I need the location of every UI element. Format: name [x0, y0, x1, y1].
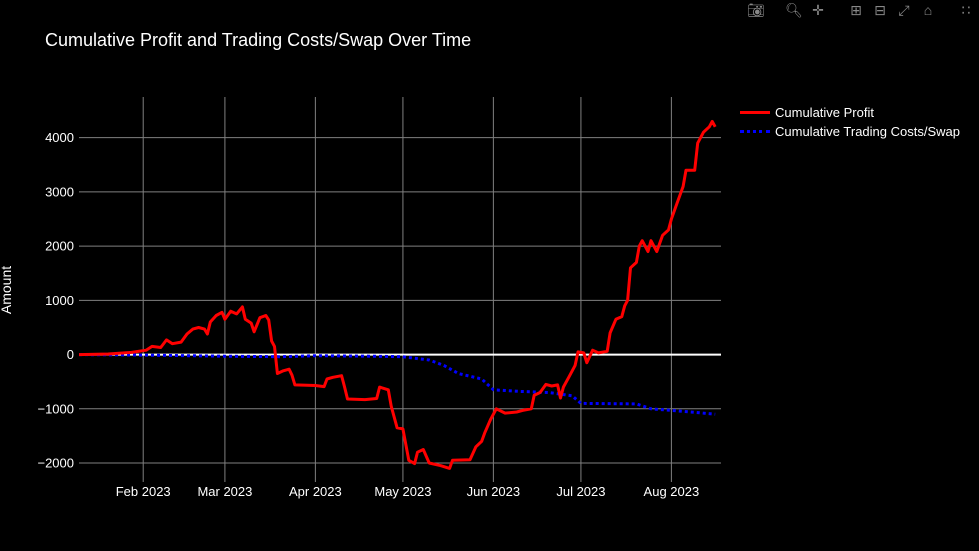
x-tick-label: Jul 2023	[556, 484, 605, 499]
y-tick-label: 0	[67, 347, 74, 362]
y-axis-label: Amount	[0, 266, 14, 314]
x-tick-label: Jun 2023	[467, 484, 521, 499]
x-tick-label: Aug 2023	[644, 484, 700, 499]
autoscale-icon[interactable]: ⤢	[898, 2, 910, 18]
series-lines[interactable]	[78, 119, 717, 470]
legend-label-profit: Cumulative Profit	[775, 105, 874, 120]
zoom-icon[interactable]: 🔍︎	[785, 2, 803, 18]
legend: Cumulative Profit Cumulative Trading Cos…	[740, 103, 960, 141]
x-tick-label: May 2023	[374, 484, 431, 499]
series-line-profit[interactable]	[78, 119, 717, 470]
legend-item-costs[interactable]: Cumulative Trading Costs/Swap	[740, 122, 960, 141]
series-line-costs[interactable]	[78, 353, 716, 416]
x-tick-label: Apr 2023	[289, 484, 342, 499]
x-tick-label: Mar 2023	[197, 484, 252, 499]
plotly-logo-icon[interactable]: ∷	[961, 2, 971, 18]
reset-axes-icon[interactable]: ⌂	[923, 2, 933, 18]
camera-icon[interactable]: 📷︎	[747, 2, 765, 18]
legend-swatch-costs	[740, 130, 770, 133]
modebar: 📷︎ 🔍︎ ✛ ⊞ ⊟ ⤢ ⌂ ∷	[747, 2, 975, 18]
y-tick-label: −2000	[37, 456, 74, 471]
chart-title: Cumulative Profit and Trading Costs/Swap…	[45, 30, 472, 50]
legend-label-costs: Cumulative Trading Costs/Swap	[775, 124, 960, 139]
y-tick-label: 4000	[45, 130, 74, 145]
y-tick-labels: −2000 −1000 0 1000 2000 3000 4000	[37, 130, 74, 470]
x-tick-label: Feb 2023	[116, 484, 171, 499]
legend-item-profit[interactable]: Cumulative Profit	[740, 103, 960, 122]
y-tick-label: 1000	[45, 293, 74, 308]
zoom-out-icon[interactable]: ⊟	[874, 2, 886, 18]
grid-lines	[79, 97, 721, 482]
y-tick-label: 3000	[45, 184, 74, 199]
legend-swatch-profit	[740, 111, 770, 114]
zoom-in-icon[interactable]: ⊞	[850, 2, 862, 18]
pan-icon[interactable]: ✛	[812, 2, 824, 18]
y-tick-label: 2000	[45, 239, 74, 254]
y-tick-label: −1000	[37, 401, 74, 416]
x-tick-labels: Feb 2023 Mar 2023 Apr 2023 May 2023 Jun 2023…	[116, 484, 699, 499]
